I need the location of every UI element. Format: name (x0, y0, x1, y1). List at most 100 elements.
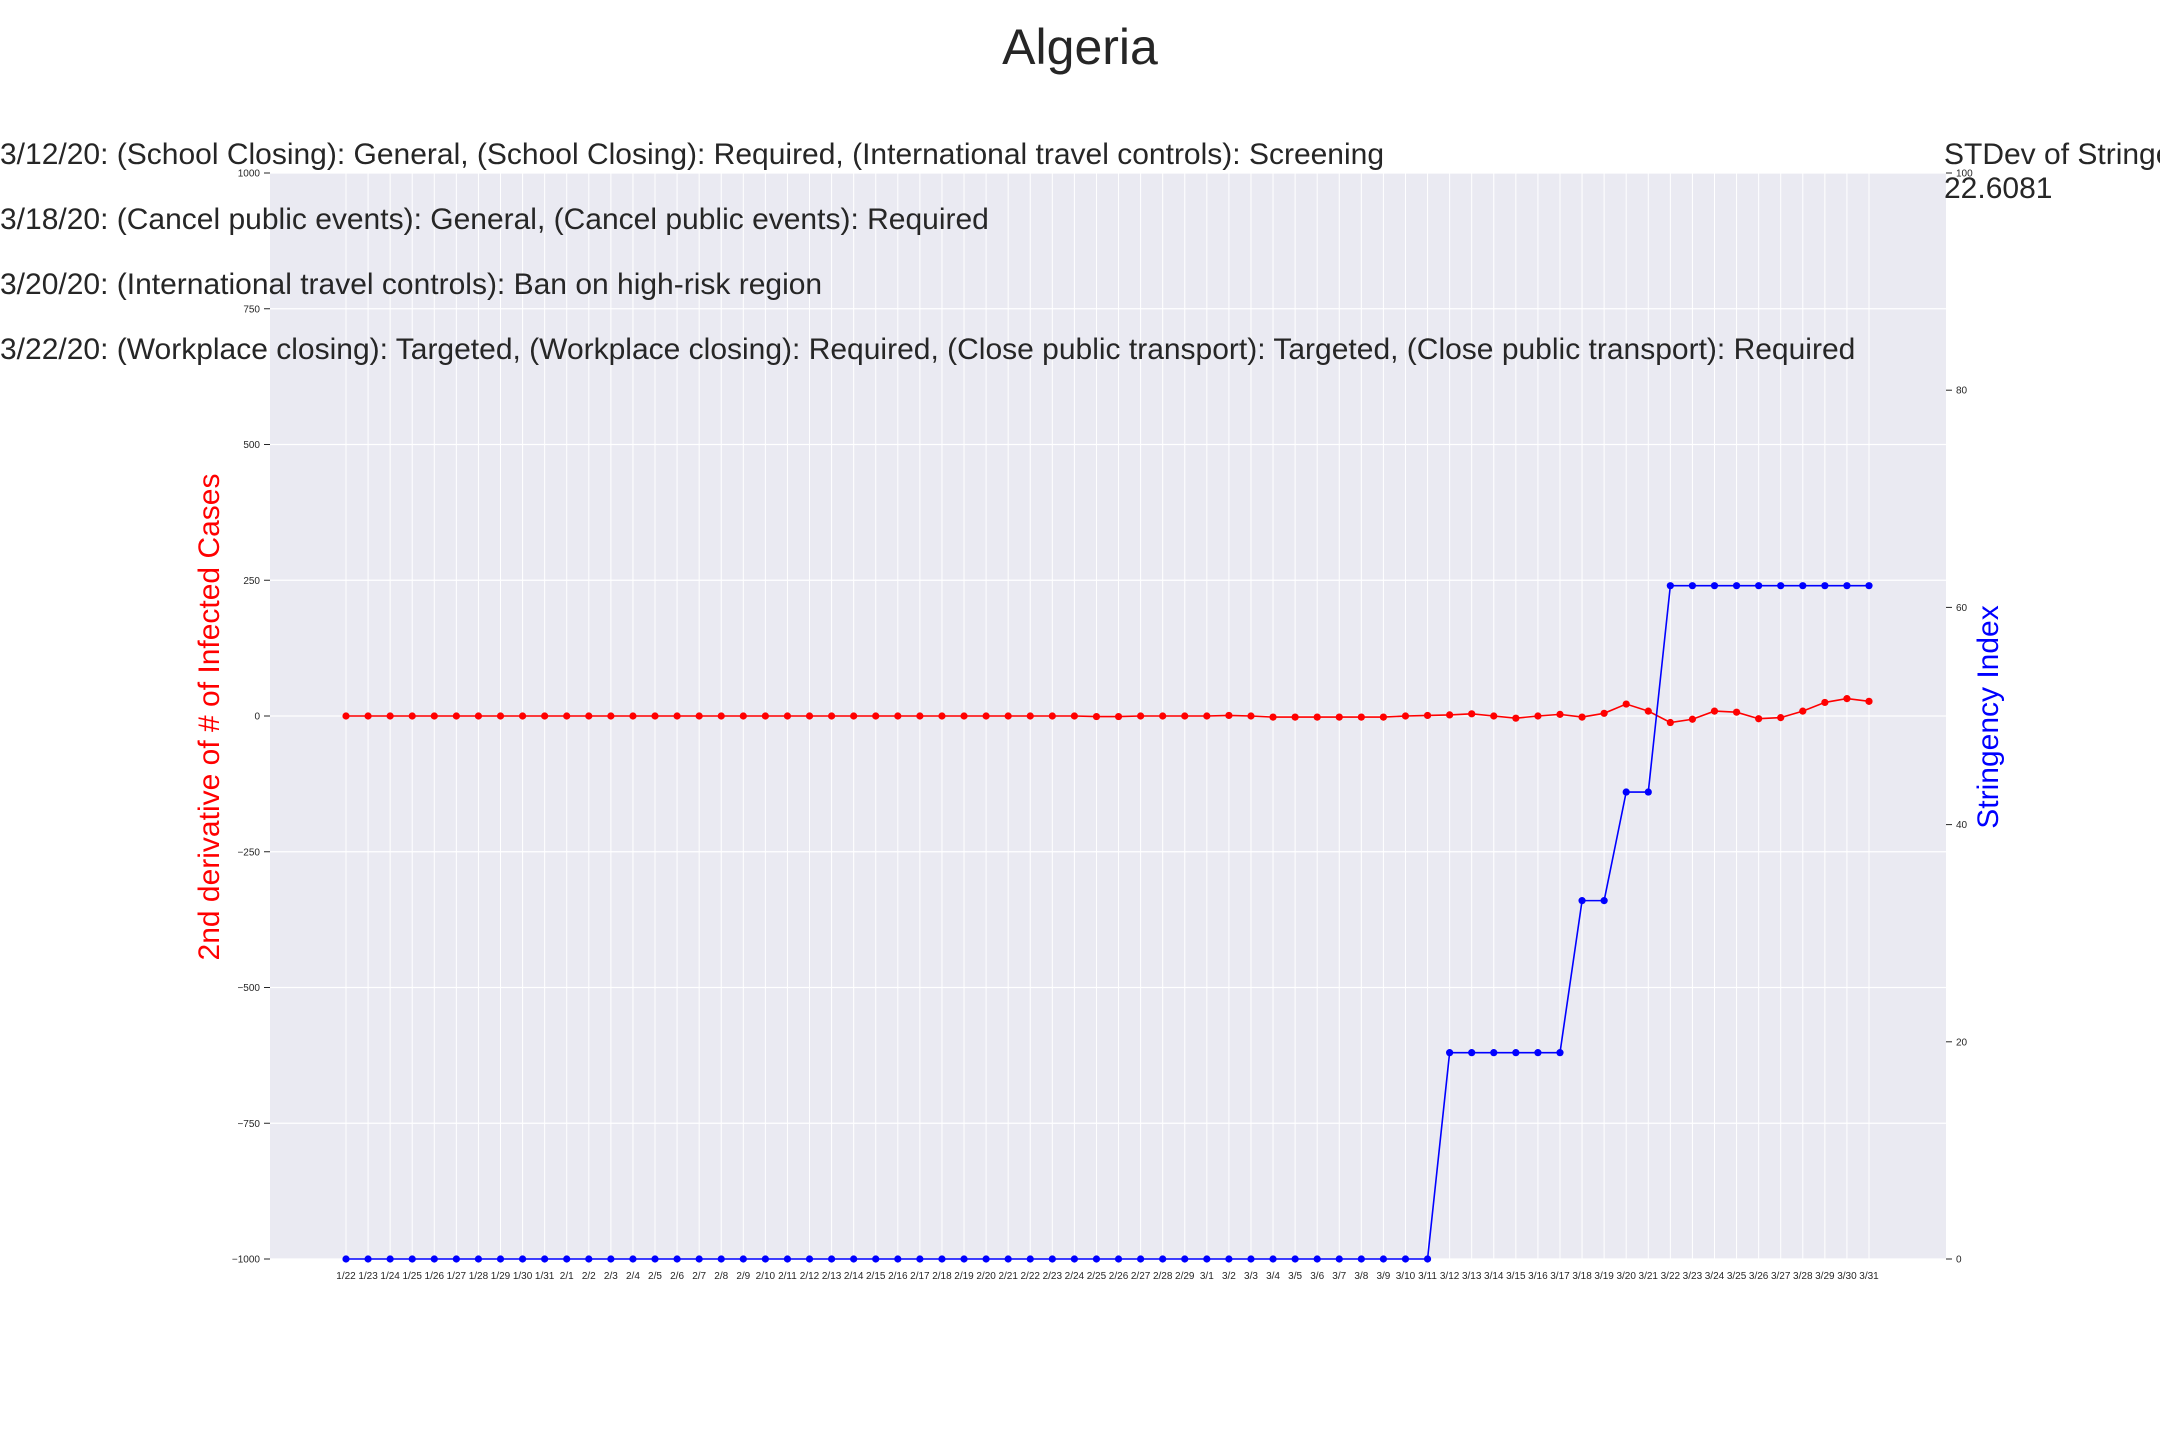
series-0-point (1644, 707, 1652, 715)
series-1-point (1732, 582, 1741, 590)
series-1-point (1313, 1255, 1321, 1263)
series-1-point (629, 1255, 637, 1263)
x-tick-label: 1/24 (380, 1271, 400, 1282)
series-1-point (850, 1255, 858, 1263)
series-1-point (938, 1255, 946, 1263)
series-1-point (894, 1255, 902, 1263)
x-tick-label: 2/23 (1043, 1271, 1063, 1282)
x-tick-label: 2/1 (560, 1271, 574, 1282)
x-tick-label: 3/1 (1200, 1271, 1214, 1282)
x-tick-label: 2/9 (736, 1271, 750, 1282)
series-1-point (1468, 1049, 1476, 1057)
series-0-point (1622, 700, 1630, 708)
x-tick-label: 3/26 (1749, 1271, 1769, 1282)
x-tick-label: 3/28 (1793, 1271, 1813, 1282)
series-1-point (1556, 1049, 1564, 1057)
x-tick-label: 2/3 (604, 1271, 618, 1282)
series-0-point (1710, 707, 1719, 715)
series-0-point (1468, 710, 1476, 718)
x-tick-label: 3/25 (1727, 1271, 1747, 1282)
series-1-point (1159, 1255, 1167, 1263)
y-right-tick-label: 0 (1956, 1255, 1962, 1266)
series-0-point (474, 712, 483, 720)
x-tick-label: 3/23 (1683, 1271, 1703, 1282)
series-1-point (518, 1255, 527, 1263)
x-tick-label: 3/2 (1222, 1271, 1236, 1282)
x-tick-label: 2/27 (1131, 1271, 1151, 1282)
x-tick-label: 3/7 (1332, 1271, 1346, 1282)
x-tick-label: 3/11 (1418, 1271, 1437, 1282)
x-tick-label: 3/21 (1639, 1271, 1659, 1282)
x-tick-label: 2/12 (800, 1271, 820, 1282)
x-tick-label: 3/3 (1244, 1271, 1258, 1282)
policy-annotation: 3/18/20: (Cancel public events): General… (0, 203, 989, 236)
series-1-point (1688, 582, 1697, 590)
x-tick-label: 2/19 (954, 1271, 974, 1282)
x-tick-label: 1/25 (402, 1271, 422, 1282)
series-0-point (850, 712, 858, 720)
y-right-tick-label: 20 (1956, 1037, 1968, 1048)
x-tick-label: 2/5 (648, 1271, 662, 1282)
series-0-point (1423, 711, 1432, 720)
y-left-tick-label: 750 (243, 304, 260, 315)
series-0-point (607, 712, 615, 720)
series-1-point (1225, 1255, 1233, 1263)
series-0-point (1004, 712, 1012, 720)
x-tick-label: 3/14 (1484, 1271, 1504, 1282)
series-1-point (1534, 1049, 1542, 1057)
x-tick-label: 2/15 (866, 1271, 886, 1282)
series-1-point (1379, 1255, 1388, 1263)
x-tick-label: 3/4 (1266, 1271, 1280, 1282)
series-1-point (1357, 1255, 1365, 1263)
series-0-point (1688, 715, 1697, 723)
series-1-point (1865, 582, 1873, 590)
y-left-tick-label: −1000 (232, 1255, 261, 1266)
x-tick-label: 3/16 (1528, 1271, 1548, 1282)
series-1-point (1666, 582, 1674, 590)
x-tick-label: 3/29 (1815, 1271, 1835, 1282)
series-1-point (717, 1255, 725, 1263)
series-1-point (916, 1255, 924, 1263)
x-tick-label: 2/2 (582, 1271, 596, 1282)
series-1-point (872, 1255, 880, 1263)
x-tick-label: 2/25 (1087, 1271, 1107, 1282)
series-0-point (1114, 712, 1123, 721)
series-0-point (1755, 715, 1763, 723)
series-1-point (1512, 1049, 1520, 1057)
x-tick-label: 2/22 (1021, 1271, 1041, 1282)
x-tick-label: 3/12 (1440, 1271, 1460, 1282)
series-1-point (695, 1255, 703, 1263)
y-axis-left-label: 2nd derivative of # of Infected Cases (193, 474, 226, 961)
series-0-point (1291, 713, 1299, 721)
series-1-point (1777, 582, 1785, 590)
series-0-point (386, 712, 394, 720)
y-left-tick-label: 0 (254, 712, 260, 723)
series-1-point (1114, 1255, 1123, 1263)
series-1-point (1004, 1255, 1012, 1263)
series-0-point (1821, 698, 1829, 707)
y-left-tick-label: 500 (243, 440, 260, 451)
series-line-1 (346, 584, 1869, 1260)
series-1-point (982, 1255, 990, 1263)
series-0-point (452, 712, 460, 720)
x-tick-label: 2/7 (692, 1271, 706, 1282)
x-tick-label: 1/31 (535, 1271, 555, 1282)
series-0-point (1092, 712, 1101, 721)
series-1-point (1710, 582, 1719, 590)
series-0-point (1313, 713, 1321, 721)
series-1-point (1181, 1255, 1189, 1263)
series-0-point (1534, 712, 1542, 720)
series-0-point (872, 712, 880, 720)
series-0-point (805, 712, 814, 720)
series-0-point (1048, 712, 1056, 720)
x-tick-label: 3/18 (1572, 1271, 1592, 1282)
series-0-point (1026, 712, 1034, 720)
series-0-point (739, 712, 747, 720)
x-tick-label: 3/15 (1506, 1271, 1526, 1282)
series-0-point (1137, 712, 1145, 720)
y-left-tick-label: −750 (237, 1119, 260, 1130)
series-1-point (1048, 1255, 1056, 1263)
x-tick-label: 2/14 (844, 1271, 864, 1282)
y-left-tick-label: 250 (243, 576, 260, 587)
series-1-point (761, 1255, 769, 1263)
